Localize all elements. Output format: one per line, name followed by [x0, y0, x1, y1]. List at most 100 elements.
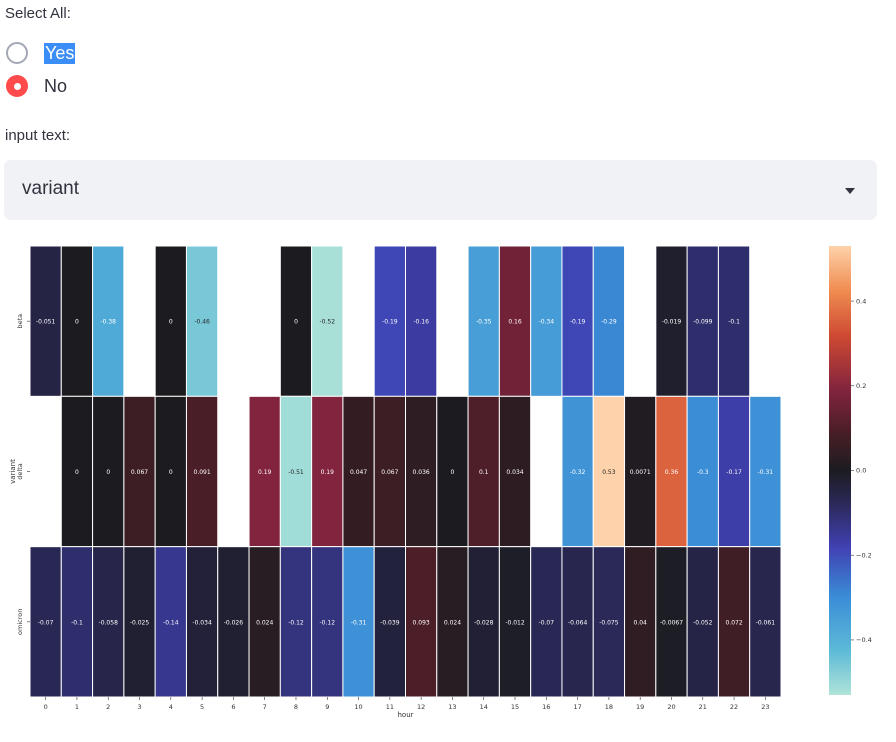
heatmap-cell	[373, 395, 407, 548]
x-tick-label: 20	[667, 703, 675, 711]
heatmap-cell-label: 0	[169, 469, 173, 476]
heatmap-cell-label: -0.1	[71, 619, 83, 626]
y-tick-label: delta	[16, 463, 24, 479]
x-tick-label: 16	[542, 703, 550, 711]
heatmap-cell-label: 0	[451, 469, 455, 476]
heatmap-cell-label: 0.024	[444, 619, 461, 626]
heatmap-cell-label: 0.19	[321, 469, 335, 476]
heatmap-cell	[279, 245, 313, 397]
radio-checked-icon[interactable]	[6, 75, 28, 97]
heatmap-cell-label: -0.019	[662, 319, 682, 326]
heatmap-cell	[561, 546, 594, 698]
x-tick-label: 17	[573, 703, 581, 711]
heatmap-cell-label: 0.034	[506, 469, 523, 476]
heatmap-cell-label: 0	[294, 319, 298, 326]
heatmap-cell	[29, 245, 62, 397]
x-tick-label: 19	[636, 703, 644, 711]
heatmap-cell-label: -0.028	[474, 619, 494, 626]
heatmap-cell-label: -0.51	[288, 469, 304, 476]
x-tick-label: 12	[417, 703, 425, 711]
x-tick-label: 6	[231, 703, 235, 711]
heatmap-cell	[311, 395, 344, 548]
heatmap-cell	[717, 395, 751, 548]
heatmap-cell-label: -0.19	[382, 319, 398, 326]
radio-option-no[interactable]: No	[6, 72, 67, 100]
x-tick-label: 1	[75, 703, 79, 711]
colorbar	[829, 246, 851, 695]
x-tick-label: 14	[480, 703, 488, 711]
x-tick-label: 13	[448, 703, 456, 711]
heatmap-cell	[717, 546, 751, 698]
heatmap-cell	[123, 546, 156, 698]
x-tick-label: 5	[200, 703, 204, 711]
heatmap-cell	[217, 546, 250, 698]
x-axis-title: hour	[397, 711, 413, 719]
heatmap-cell	[279, 546, 313, 698]
heatmap-cell-label: -0.12	[288, 619, 304, 626]
heatmap-cell-label: 0.024	[256, 619, 273, 626]
select-value: variant	[22, 178, 80, 199]
x-tick-label: 18	[605, 703, 613, 711]
heatmap-cell-label: -0.0067	[660, 619, 683, 626]
heatmap-cell	[154, 395, 187, 548]
heatmap-cell-label: -0.31	[758, 469, 774, 476]
heatmap-cell	[92, 245, 125, 397]
heatmap-cell	[373, 546, 407, 698]
heatmap-cell	[530, 245, 563, 397]
colorbar-tick-label: −0.2	[856, 551, 872, 559]
heatmap-cell-label: -0.1	[728, 319, 740, 326]
heatmap-cell-label: -0.52	[320, 319, 336, 326]
chevron-down-icon[interactable]	[845, 188, 855, 194]
heatmap-cell-label: -0.07	[539, 619, 555, 626]
x-tick-label: 2	[106, 703, 110, 711]
heatmap-cell	[467, 245, 500, 397]
colorbar-tick-label: 0.4	[856, 297, 866, 305]
variant-select[interactable]: variant	[4, 160, 877, 220]
heatmap-cell-label: -0.025	[130, 619, 150, 626]
heatmap-cell-label: -0.061	[756, 619, 776, 626]
x-tick-label: 8	[294, 703, 298, 711]
radio-option-yes[interactable]: Yes	[6, 39, 76, 67]
heatmap-cell-label: 0.067	[381, 469, 398, 476]
heatmap-cell-label: 0.36	[665, 469, 679, 476]
heatmap-cell	[248, 546, 281, 698]
heatmap-cell	[185, 395, 219, 548]
heatmap-cell-label: -0.051	[36, 319, 56, 326]
heatmap-cell-label: -0.31	[351, 619, 367, 626]
heatmap-cell-label: -0.064	[568, 619, 588, 626]
heatmap-cell-label: 0	[75, 469, 79, 476]
heatmap-cell	[436, 395, 469, 548]
heatmap-cell	[530, 546, 563, 698]
colorbar-tick-label: 0.0	[856, 467, 866, 475]
heatmap-cell-label: 0.093	[413, 619, 430, 626]
x-tick-label: 9	[325, 703, 329, 711]
heatmap-cell-label: -0.099	[693, 319, 713, 326]
heatmap-cell-label: -0.32	[570, 469, 586, 476]
heatmap-cell-label: -0.034	[192, 619, 212, 626]
heatmap-cell-label: 0.067	[131, 469, 148, 476]
heatmap-cell-label: 0.53	[602, 469, 616, 476]
heatmap-cell	[498, 546, 532, 698]
heatmap-cell-label: -0.34	[539, 319, 555, 326]
heatmap-cell	[405, 395, 438, 548]
radio-group-label: Select All:	[5, 5, 71, 22]
heatmap-cell	[248, 395, 281, 548]
x-tick-label: 3	[137, 703, 141, 711]
heatmap-cell-label: -0.46	[194, 319, 210, 326]
y-tick-label: beta	[16, 314, 24, 329]
heatmap-cell-label: -0.12	[320, 619, 336, 626]
heatmap-cell	[154, 546, 187, 698]
radio-unchecked-icon[interactable]	[6, 42, 28, 64]
heatmap-cell-label: 0	[106, 469, 110, 476]
heatmap-cell-label: -0.19	[570, 319, 586, 326]
y-tick-label: omicron	[16, 609, 24, 635]
heatmap-cell	[60, 245, 94, 397]
heatmap-cell-label: -0.052	[693, 619, 713, 626]
x-tick-label: 22	[730, 703, 738, 711]
colorbar-tick-label: −0.4	[856, 636, 872, 644]
heatmap-cell-label: 0.072	[725, 619, 742, 626]
heatmap-cell	[655, 546, 688, 698]
x-tick-label: 4	[169, 703, 173, 711]
heatmap-cell-label: 0.091	[194, 469, 211, 476]
heatmap-cell-label: 0.047	[350, 469, 367, 476]
